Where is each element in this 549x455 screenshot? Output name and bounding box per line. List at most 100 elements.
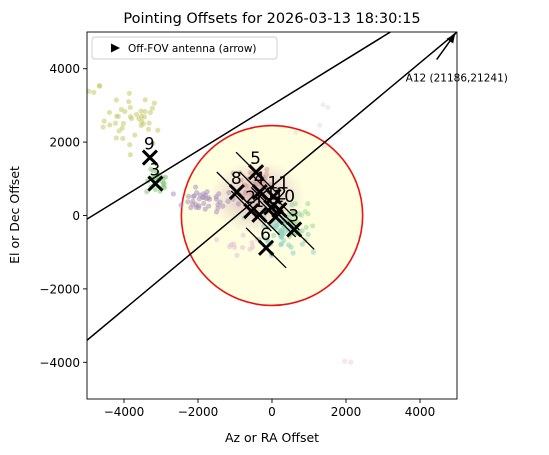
scatter-point [271, 232, 277, 239]
scatter-point [235, 201, 241, 207]
scatter-point [216, 191, 222, 197]
scatter-point [232, 244, 238, 251]
scatter-point [142, 108, 148, 115]
antenna-x-marker [147, 175, 164, 192]
antenna-x-marker [267, 208, 284, 226]
scatter-point [194, 189, 200, 196]
scatter-point [239, 244, 246, 251]
scatter-point [214, 237, 220, 243]
scatter-point [142, 97, 148, 103]
scatter-point [225, 198, 231, 204]
x-axis-label: Az or RA Offset [225, 430, 319, 445]
scatter-point [188, 204, 194, 211]
scatter-point [126, 99, 132, 105]
x-tick-label: 2000 [331, 405, 362, 419]
scatter-point [226, 189, 232, 196]
scatter-point [113, 97, 119, 103]
scatter-point [317, 122, 323, 128]
scatter-point [248, 189, 254, 195]
scatter-point [264, 166, 270, 173]
scatter-point [106, 109, 113, 116]
scatter-point [310, 249, 316, 255]
scatter-point [305, 231, 311, 238]
x-tick-label: −4000 [104, 405, 145, 419]
scatter-point [120, 135, 126, 142]
scatter-point [298, 212, 304, 218]
x-tick-label: −2000 [178, 405, 219, 419]
antenna-label: 6 [260, 225, 271, 245]
scatter-point [227, 244, 233, 250]
scatter-point [141, 114, 147, 120]
antenna-x-marker [141, 149, 158, 166]
off-fov-arrow-head [446, 33, 456, 44]
antenna-label: 7 [270, 194, 281, 214]
scatter-point [91, 89, 97, 96]
scatter-point [202, 206, 208, 212]
scatter-point [302, 209, 308, 215]
scatter-point [118, 106, 124, 113]
scatter-point [342, 358, 348, 364]
antenna-x-marker [286, 221, 303, 238]
antenna-label: 2 [245, 188, 256, 208]
antenna-x-marker [258, 239, 275, 256]
scatter-point [148, 166, 154, 172]
scatter-point [238, 177, 244, 183]
scatter-point [279, 233, 285, 240]
scatter-point [97, 83, 103, 89]
scatter-point [100, 124, 106, 130]
scatter-point [215, 205, 221, 211]
scatter-point [321, 143, 327, 149]
scatter-point [190, 193, 197, 200]
scatter-point [140, 121, 146, 127]
scatter-point [253, 175, 260, 181]
scatter-point [201, 194, 207, 201]
scatter-point [133, 111, 140, 118]
scatter-point [217, 199, 223, 205]
scatter-point [185, 199, 191, 205]
y-tick-label: −2000 [39, 282, 80, 296]
scatter-point [293, 129, 299, 136]
antenna-x-marker [248, 164, 265, 181]
scatter-point [278, 242, 284, 248]
scatter-point [240, 232, 246, 238]
fov-circle-edge [180, 124, 364, 307]
chart-title: Pointing Offsets for 2026-03-13 18:30:15 [123, 11, 420, 27]
scatter-point [290, 250, 296, 256]
scatter-point [310, 223, 316, 229]
scatter-point [192, 184, 199, 190]
antenna-x-marker [251, 183, 268, 201]
scatter-point [150, 140, 156, 147]
scatter-point [127, 152, 133, 158]
scatter-point [186, 193, 192, 199]
x-tick-label: 0 [268, 405, 276, 419]
scatter-point [127, 113, 134, 120]
scatter-point [263, 236, 269, 242]
scatter-point [292, 201, 298, 207]
scatter-point [127, 142, 133, 148]
scatter-point [112, 120, 119, 126]
scatter-point [152, 186, 158, 193]
scatter-point [151, 100, 157, 106]
diagonal-line [87, 32, 457, 341]
antenna-x-marker [243, 203, 260, 220]
antenna-label: 10 [273, 187, 295, 207]
scatter-point [190, 198, 196, 204]
scatter-point [325, 104, 331, 110]
y-tick-label: 2000 [49, 136, 80, 150]
scatter-point [146, 120, 152, 126]
scatter-point [230, 170, 236, 176]
scatter-point [196, 196, 202, 202]
scatter-point [147, 109, 153, 116]
scatter-point [247, 246, 253, 252]
scatter-point [242, 190, 248, 196]
scatter-point [288, 244, 294, 250]
scatter-point [101, 118, 107, 124]
x-tick-label: 4000 [405, 405, 436, 419]
antenna-x-marker [263, 199, 280, 216]
legend: Off-FOV antenna (arrow) [91, 36, 278, 60]
y-tick-label: 4000 [49, 62, 80, 76]
antenna-label: 3 [288, 206, 299, 226]
legend-triangle-marker [111, 43, 120, 53]
